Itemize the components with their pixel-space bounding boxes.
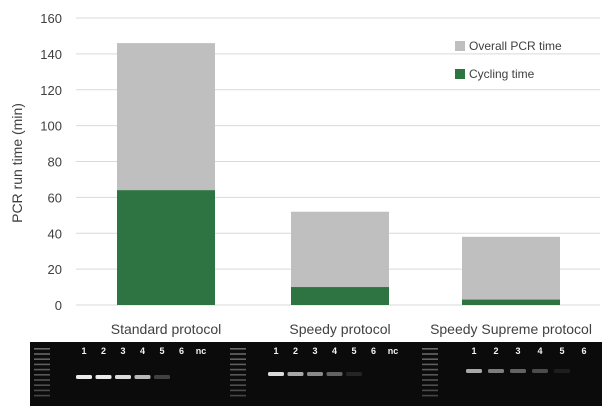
y-tick-label: 120 [40,83,62,98]
ladder-band [230,348,246,350]
gel-lane-label: 6 [179,346,184,356]
legend-label-cycling: Cycling time [469,67,535,81]
ladder-band [230,389,246,392]
ladder-band [230,374,246,376]
category-label: Speedy Supreme protocol [430,321,592,337]
ladder-band [422,389,438,392]
ladder-band [422,368,438,371]
bar-overall-pcr-time [462,236,560,305]
gel-band [287,372,304,376]
ladder-band [230,358,246,360]
gel-band [510,369,526,373]
gel-band [326,372,343,376]
gel-lane-label: 3 [515,346,520,356]
ladder-band [34,394,50,397]
bar-cycling-time [117,190,215,305]
gel-band [554,369,570,373]
category-labels: Standard protocol Speedy protocol Speedy S… [111,321,592,337]
gel-band [488,369,504,373]
category-label: Speedy protocol [289,321,390,337]
ladder-band [230,379,246,381]
gel-lane-label: nc [388,346,399,356]
gel-lane-label: 3 [312,346,317,356]
gel-band [76,375,92,379]
gel-lane-label: 4 [332,346,337,356]
ladder-band [230,353,246,355]
y-tick-label: 140 [40,47,62,62]
category-label: Standard protocol [111,321,222,337]
gel-lane-label: nc [196,346,207,356]
gel-lane-label: 5 [351,346,356,356]
gel-band [532,369,548,373]
ladder-band [230,368,246,371]
ladder-band [422,358,438,360]
gel-image-speedy: 1 2 3 4 5 6 nc [226,342,418,406]
bar-cycling-time [462,299,560,305]
gel-lane-label: 2 [101,346,106,356]
y-tick-label: 80 [48,155,62,170]
gel-lane-label: 4 [140,346,145,356]
gel-lane-label: 2 [493,346,498,356]
gel-lane-label: 6 [581,346,586,356]
gel-lane-label: 5 [559,346,564,356]
gel-lane-label: 1 [81,346,86,356]
ladder-band [422,374,438,376]
ladder-band [34,368,50,371]
gel-band [466,369,482,373]
gel-band [154,375,170,379]
ladder-band [422,384,438,386]
y-axis-label: PCR run time (min) [9,103,25,223]
gel-lane-label: 4 [537,346,542,356]
gel-band [115,375,131,379]
gel-band [95,375,112,379]
gel-band [307,372,323,376]
y-tick-label: 100 [40,119,62,134]
gel-lane-label: 2 [293,346,298,356]
gel-lane-label: 3 [120,346,125,356]
gel-image-standard: 1 2 3 4 5 6 nc [30,342,226,406]
gel-lane-label: 1 [471,346,476,356]
ladder-band [422,394,438,397]
gel-band [268,372,284,376]
ladder-band [230,394,246,397]
legend-swatch-overall [455,41,465,51]
ladder-band [34,389,50,392]
gel-lane-label: 6 [371,346,376,356]
bars [117,43,560,306]
ladder-band [34,358,50,360]
ladder-band [34,374,50,376]
ladder-band [422,353,438,355]
ladder-band [34,379,50,381]
ladder-band [34,384,50,386]
ladder-band [230,363,246,366]
y-tick-label: 0 [55,298,62,313]
legend-swatch-cycling [455,69,465,79]
gel-lane-label: 5 [159,346,164,356]
legend-label-overall: Overall PCR time [469,39,562,53]
y-tick-label: 160 [40,11,62,26]
ladder-band [34,353,50,355]
y-tick-label: 20 [48,262,62,277]
legend: Overall PCR time Cycling time [455,39,562,81]
bar-cycling-time [291,287,389,305]
ladder-band [230,384,246,386]
gel-band [134,375,151,379]
gel-band [346,372,362,376]
ladder-band [422,379,438,381]
ladder-band [422,363,438,366]
ladder-band [34,348,50,350]
ladder-band [422,348,438,350]
ladder-band [34,363,50,366]
y-axis-ticks: 0 20 40 60 80 100 120 140 160 [40,11,62,313]
y-tick-label: 40 [48,226,62,241]
gel-lane-label: 1 [273,346,278,356]
y-tick-label: 60 [48,190,62,205]
